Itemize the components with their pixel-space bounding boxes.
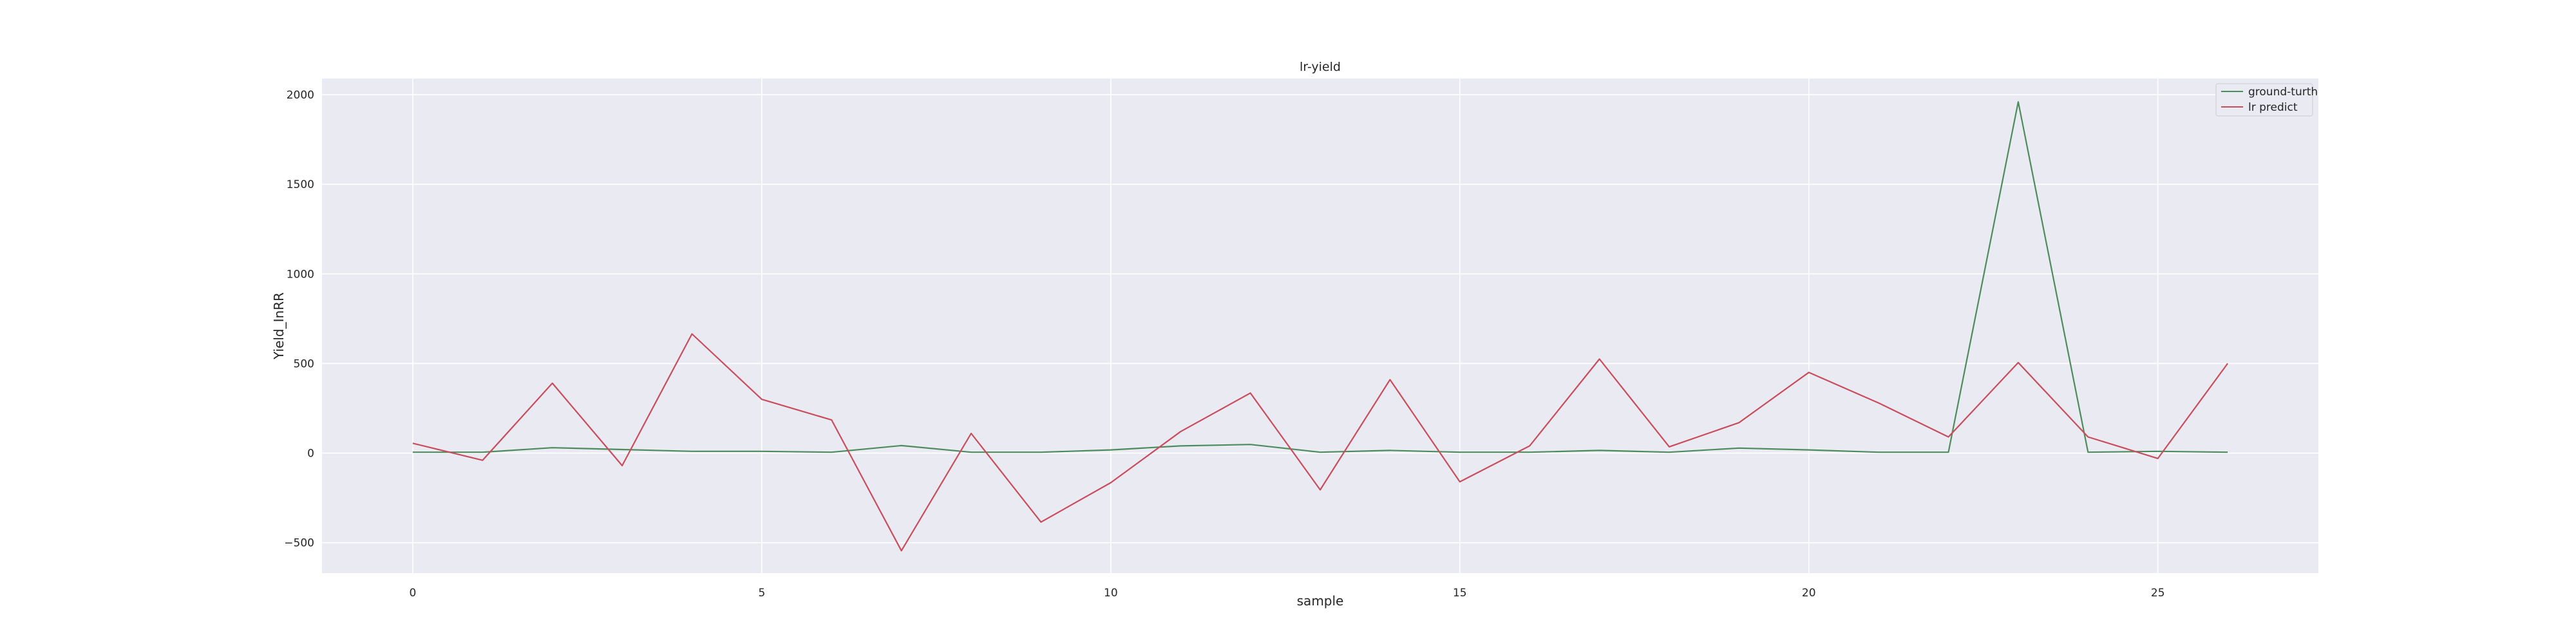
y-tick-label: 1500: [287, 178, 314, 191]
y-tick-label: −500: [284, 537, 314, 550]
grid: [322, 79, 2318, 573]
x-tick-label: 0: [409, 587, 416, 600]
x-tick-label: 25: [2151, 587, 2165, 600]
y-tick-label: 0: [307, 448, 314, 460]
y-ticks: −500 0 500 1000 1500 2000: [284, 89, 314, 550]
y-tick-label: 500: [294, 357, 314, 370]
x-tick-label: 5: [758, 587, 765, 600]
x-tick-label: 15: [1453, 587, 1467, 600]
legend-label-lr-predict: lr predict: [2248, 101, 2298, 114]
x-tick-label: 20: [1802, 587, 1816, 600]
x-ticks: 0 5 10 15 20 25: [409, 587, 2164, 600]
y-axis-label: Yield_InRR: [271, 292, 287, 360]
legend: ground-turth lr predict: [2215, 83, 2318, 117]
series-layer: [412, 101, 2228, 552]
series-line-lr-predict: [412, 333, 2228, 552]
series-line-ground-turth: [412, 101, 2228, 453]
plot-area: [322, 79, 2318, 573]
y-tick-label: 2000: [287, 89, 314, 102]
x-axis-label: sample: [1297, 593, 1344, 609]
y-tick-label: 1000: [287, 268, 314, 281]
x-tick-label: 10: [1104, 587, 1118, 600]
chart-title: lr-yield: [1300, 60, 1341, 74]
legend-label-ground-turth: ground-turth: [2248, 86, 2318, 99]
